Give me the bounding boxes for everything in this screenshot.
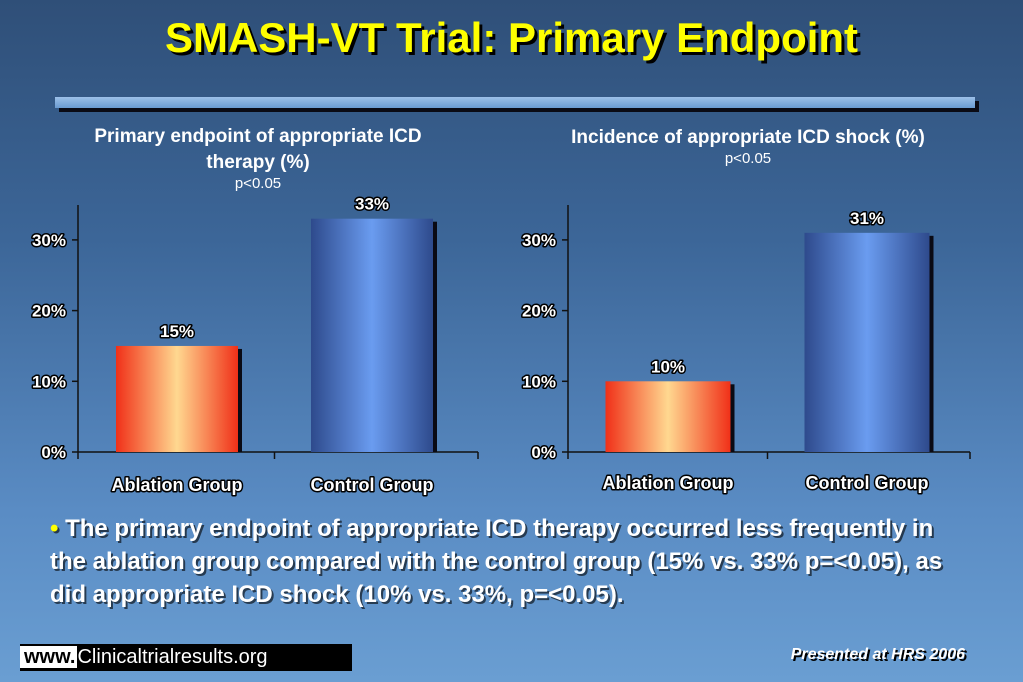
title-divider bbox=[55, 97, 975, 108]
bullet-marker: • bbox=[50, 515, 59, 542]
y-tick-label: 30% bbox=[32, 231, 66, 250]
chart-p-value: p<0.05 bbox=[235, 175, 281, 192]
charts-area: Primary endpoint of appropriate ICD thera… bbox=[30, 126, 971, 497]
y-tick-label: 10% bbox=[522, 372, 556, 391]
category-label: Ablation Group bbox=[603, 473, 734, 493]
y-tick-label: 20% bbox=[32, 302, 66, 321]
category-label: Ablation Group bbox=[112, 475, 243, 495]
y-tick-label: 0% bbox=[41, 443, 66, 462]
control-bar bbox=[311, 218, 433, 452]
y-tick-label: 10% bbox=[32, 372, 66, 391]
data-label: 31% bbox=[850, 209, 884, 228]
chart-title-line: Incidence of appropriate ICD shock (%) bbox=[571, 127, 925, 148]
y-tick-label: 20% bbox=[522, 302, 556, 321]
chart-icd-shock: Incidence of appropriate ICD shock (%) p<… bbox=[520, 127, 971, 495]
slide-title: SMASH-VT Trial: Primary Endpoint bbox=[164, 14, 859, 61]
control-bar bbox=[804, 232, 930, 452]
website-domain: Clinicaltrialresults.org bbox=[77, 646, 268, 668]
bullet-text: The primary endpoint of appropriate ICD … bbox=[50, 515, 943, 608]
data-label: 33% bbox=[355, 195, 389, 214]
category-label: Control Group bbox=[311, 475, 434, 495]
y-tick-label: 30% bbox=[522, 231, 556, 250]
ablation-bar bbox=[116, 345, 238, 452]
chart-title-line: therapy (%) bbox=[206, 152, 309, 173]
data-label: 10% bbox=[651, 357, 685, 376]
website-banner[interactable]: www. Clinicaltrialresults.org bbox=[20, 644, 352, 671]
chart-icd-therapy: Primary endpoint of appropriate ICD thera… bbox=[30, 126, 479, 497]
chart-title-line: Primary endpoint of appropriate ICD bbox=[94, 126, 421, 147]
y-tick-label: 0% bbox=[531, 443, 556, 462]
data-label: 15% bbox=[160, 322, 194, 341]
chart-p-value: p<0.05 bbox=[725, 150, 771, 167]
ablation-bar bbox=[605, 381, 731, 452]
presented-at-note: Presented at HRS 2006 bbox=[790, 646, 965, 663]
website-prefix: www. bbox=[20, 646, 78, 668]
summary-bullet: • The primary endpoint of appropriate IC… bbox=[50, 512, 950, 611]
category-label: Control Group bbox=[806, 473, 929, 493]
